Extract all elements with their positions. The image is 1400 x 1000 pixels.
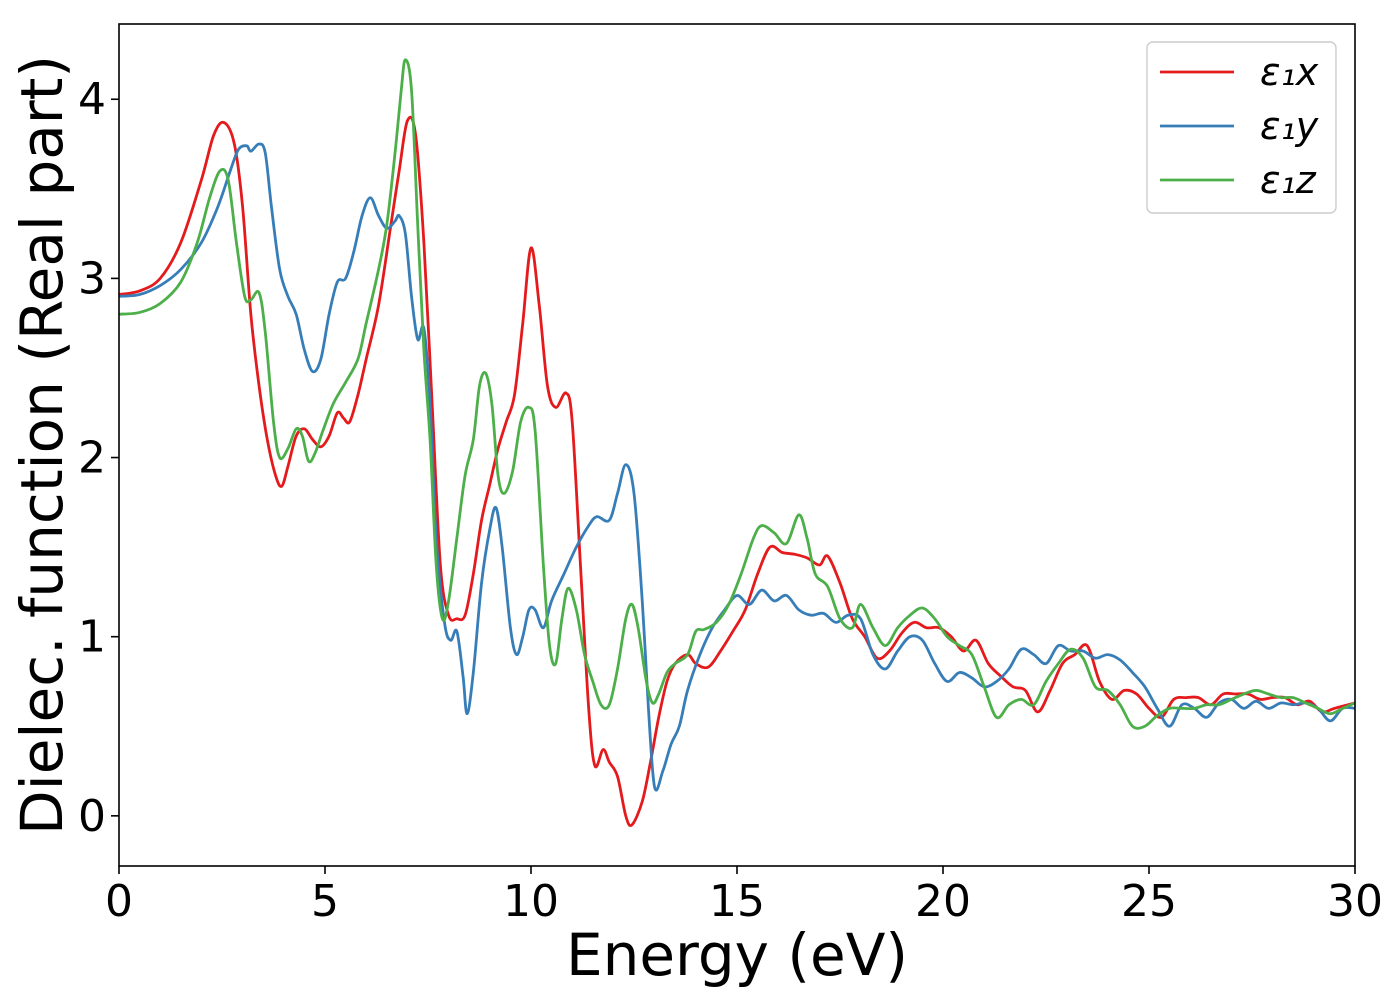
y-tick-label: 3 bbox=[78, 253, 106, 304]
y-axis-label: Dielec. function (Real part) bbox=[8, 55, 76, 835]
x-tick-label: 0 bbox=[105, 876, 133, 927]
y-axis-ticks: 0 1 2 3 4 bbox=[78, 74, 119, 842]
series-line-2 bbox=[119, 58, 1355, 730]
legend-label-0: ε₁x bbox=[1260, 50, 1319, 94]
series-layer bbox=[119, 58, 1355, 827]
x-tick-label: 25 bbox=[1121, 876, 1177, 927]
x-tick-label: 15 bbox=[709, 876, 765, 927]
x-tick-label: 20 bbox=[915, 876, 971, 927]
x-axis-label: Energy (eV) bbox=[566, 921, 908, 989]
legend: ε₁x ε₁y ε₁z bbox=[1146, 41, 1337, 214]
series-line-0 bbox=[119, 115, 1355, 827]
x-tick-label: 5 bbox=[311, 876, 339, 927]
series-line-1 bbox=[119, 142, 1355, 792]
x-axis-ticks: 0 5 10 15 20 25 30 bbox=[105, 866, 1383, 927]
legend-box bbox=[1146, 41, 1337, 214]
legend-label-1: ε₁y bbox=[1260, 104, 1319, 148]
y-tick-label: 0 bbox=[78, 791, 106, 842]
y-tick-label: 1 bbox=[78, 612, 106, 663]
y-tick-label: 4 bbox=[78, 74, 106, 125]
x-tick-label: 10 bbox=[503, 876, 559, 927]
x-tick-label: 30 bbox=[1327, 876, 1383, 927]
legend-label-2: ε₁z bbox=[1260, 158, 1317, 202]
y-tick-label: 2 bbox=[78, 433, 106, 484]
